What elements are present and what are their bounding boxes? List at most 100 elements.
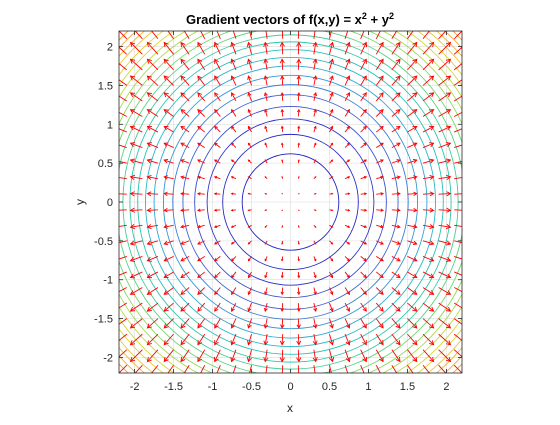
gradient-arrow <box>114 59 127 70</box>
gradient-arrow <box>314 126 316 132</box>
gradient-arrow <box>329 319 333 328</box>
gradient-arrow <box>147 241 158 245</box>
gradient-arrow <box>215 256 221 260</box>
gradient-arrow <box>314 193 316 194</box>
gradient-arrow <box>114 142 127 147</box>
gradient-arrow <box>265 193 267 194</box>
gradient-arrow <box>114 365 127 378</box>
gradient-arrow <box>265 256 267 260</box>
gradient-arrow <box>282 160 283 163</box>
gradient-arrow <box>392 160 400 164</box>
gradient-arrow <box>329 143 332 147</box>
gradient-arrow <box>280 350 284 362</box>
gradient-arrow <box>376 319 383 328</box>
gradient-arrow <box>454 26 467 39</box>
gradient-arrow <box>247 350 251 362</box>
gradient-arrow <box>423 192 434 196</box>
gradient-arrow <box>314 143 316 147</box>
gradient-arrow <box>423 26 434 39</box>
gradient-arrow <box>264 43 268 55</box>
y-tick-label: -1 <box>103 275 113 287</box>
gradient-arrow <box>329 177 332 179</box>
gradient-arrow <box>280 43 284 55</box>
gradient-arrow <box>314 110 317 117</box>
y-tick-label: 1.5 <box>98 80 113 92</box>
gradient-arrow <box>298 272 300 278</box>
y-tick-label: -1.5 <box>94 314 113 326</box>
gradient-arrow <box>215 272 221 278</box>
x-tick-label: -1.5 <box>164 381 183 393</box>
gradient-arrow <box>376 365 383 378</box>
gradient-arrow <box>147 365 158 378</box>
gradient-arrow <box>147 208 158 212</box>
gradient-arrow <box>131 43 143 55</box>
gradient-arrow <box>361 241 367 244</box>
gradient-arrow <box>392 192 400 195</box>
gradient-arrow <box>298 241 299 244</box>
gradient-arrow <box>215 319 221 328</box>
gradient-arrow <box>198 225 205 228</box>
gradient-arrow <box>329 256 332 260</box>
gradient-arrow <box>314 160 316 163</box>
gradient-arrow <box>376 143 383 147</box>
gradient-arrow <box>345 209 349 211</box>
gradient-arrow <box>454 43 467 55</box>
gradient-arrow <box>215 225 221 227</box>
gradient-arrow <box>248 143 251 147</box>
gradient-arrow <box>181 160 189 164</box>
gradient-arrow <box>281 126 283 132</box>
gradient-arrow <box>114 26 127 39</box>
gradient-arrow <box>314 241 316 244</box>
gradient-arrow <box>265 210 267 211</box>
gradient-arrow <box>454 59 467 70</box>
gradient-arrow <box>181 241 189 245</box>
gradient-arrow <box>298 177 299 179</box>
gradient-arrow <box>181 303 189 311</box>
gradient-arrow <box>131 159 143 163</box>
gradient-arrow <box>298 210 299 211</box>
gradient-arrow <box>198 26 205 39</box>
gradient-arrow <box>361 160 367 163</box>
gradient-arrow <box>114 43 127 55</box>
gradient-arrow <box>131 241 143 245</box>
gradient-arrow <box>345 177 349 179</box>
gradient-arrow <box>265 241 267 244</box>
gradient-arrow <box>114 110 127 117</box>
gradient-arrow <box>232 177 236 179</box>
gradient-arrow <box>215 288 221 295</box>
gradient-arrow <box>198 110 205 117</box>
gradient-arrow <box>361 209 367 211</box>
gradient-arrow <box>281 93 284 101</box>
gradient-arrow <box>329 334 333 345</box>
gradient-arrow <box>407 208 416 212</box>
gradient-arrow <box>439 175 451 179</box>
gradient-arrow <box>297 110 300 117</box>
gradient-arrow <box>164 272 173 278</box>
gradient-arrow <box>297 334 301 345</box>
gradient-arrow <box>345 225 349 227</box>
gradient-arrow <box>198 319 205 328</box>
gradient-arrow <box>297 350 301 362</box>
gradient-arrow <box>329 59 333 70</box>
x-tick-label: 0.5 <box>322 381 337 393</box>
gradient-arrow <box>298 160 299 163</box>
gradient-arrow <box>407 241 416 245</box>
gradient-arrow <box>164 159 173 163</box>
gradient-arrow <box>297 319 301 328</box>
gradient-arrow <box>215 143 221 147</box>
gradient-arrow <box>247 59 251 70</box>
gradient-arrow <box>345 256 349 260</box>
gradient-arrow <box>361 225 367 227</box>
gradient-arrow <box>439 43 451 55</box>
gradient-arrow <box>345 288 349 295</box>
gradient-arrow <box>114 334 127 345</box>
gradient-arrow <box>423 159 434 163</box>
gradient-arrow <box>198 209 205 212</box>
gradient-arrow <box>454 334 467 345</box>
gradient-arrow <box>361 126 367 132</box>
gradient-arrow <box>314 225 316 227</box>
gradient-arrow <box>282 177 283 179</box>
gradient-arrow <box>314 272 316 278</box>
chart-title: Gradient vectors of f(x,y) = x2 + y2 <box>186 11 394 27</box>
